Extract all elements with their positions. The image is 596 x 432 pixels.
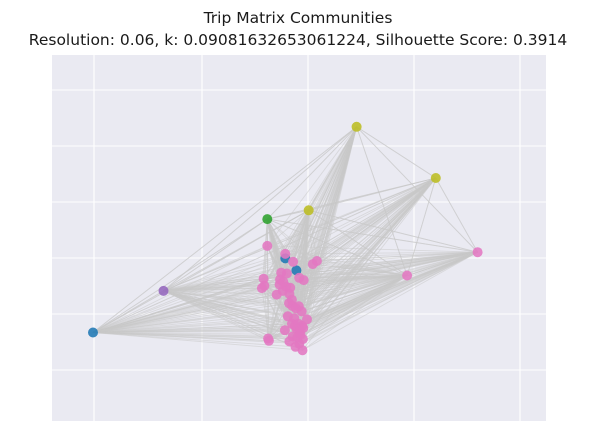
- edge-558: [261, 288, 270, 341]
- edge-346: [285, 251, 478, 255]
- edge-392: [92, 275, 408, 333]
- node-pink-16: [281, 268, 292, 279]
- node-olive-7: [430, 173, 441, 183]
- edge-398: [356, 126, 408, 276]
- edge-444: [295, 275, 408, 348]
- edge-113: [163, 218, 268, 292]
- edge-338: [267, 218, 478, 253]
- edge-474: [266, 245, 269, 339]
- node-pink-56: [263, 335, 274, 346]
- edge-226: [266, 126, 357, 220]
- chart-title: Trip Matrix Communities: [203, 9, 393, 27]
- edge-345: [267, 245, 478, 253]
- edge-285: [308, 177, 436, 211]
- edge-303: [279, 177, 437, 285]
- edge-105: [163, 290, 304, 340]
- edge-343: [435, 177, 478, 253]
- edge-397: [308, 209, 408, 276]
- edge-109: [163, 290, 303, 351]
- edge-280: [92, 177, 436, 333]
- edge-588: [268, 290, 284, 341]
- node-pink-18: [298, 275, 309, 286]
- edge-405: [316, 260, 408, 276]
- edge-289: [267, 177, 436, 247]
- edge-341: [308, 209, 478, 253]
- edge-348: [312, 251, 478, 265]
- edge-428: [294, 275, 408, 319]
- edge-388: [295, 251, 478, 348]
- chart-subtitle: Resolution: 0.06, k: 0.09081632653061224…: [29, 31, 567, 49]
- edge-281: [163, 177, 436, 292]
- node-green-2: [262, 214, 273, 225]
- node-pink-10: [262, 240, 273, 251]
- edge-418: [290, 275, 408, 289]
- edge-425: [298, 275, 408, 307]
- node-layer: [88, 121, 483, 356]
- edge-45: [92, 329, 285, 333]
- edge-386: [289, 251, 478, 342]
- edge-34: [92, 310, 302, 333]
- edge-233: [266, 126, 357, 247]
- edge-242: [263, 126, 357, 279]
- edge-55: [92, 332, 269, 342]
- edge-112: [92, 218, 268, 333]
- edge-286: [356, 126, 437, 179]
- node-pink-12: [288, 256, 299, 267]
- edge-394: [267, 218, 408, 276]
- node-pink-46: [279, 325, 290, 336]
- edge-52: [92, 332, 296, 348]
- node-pink-54: [297, 345, 308, 356]
- edge-283: [285, 177, 437, 259]
- edge-84: [163, 290, 277, 296]
- edge-224: [92, 126, 357, 333]
- edge-399: [406, 177, 437, 276]
- node-olive-6: [351, 121, 362, 132]
- edge-445: [302, 275, 408, 351]
- node-olive-5: [303, 205, 314, 216]
- edge-328: [300, 177, 437, 335]
- edge-30: [92, 302, 290, 333]
- edge-225: [163, 126, 357, 292]
- node-pink-29: [271, 289, 282, 300]
- edge-104: [163, 290, 301, 335]
- node-pink-21: [256, 283, 267, 294]
- node-pink-35: [296, 306, 307, 317]
- edge-401: [267, 245, 408, 276]
- edge-169: [163, 209, 309, 292]
- edge-442: [289, 275, 408, 342]
- edge-613: [268, 302, 290, 342]
- edge-290: [285, 177, 437, 255]
- node-pink-14: [311, 256, 322, 266]
- node-purple-1: [158, 285, 169, 296]
- edge-404: [312, 263, 408, 276]
- edge-111: [163, 290, 270, 342]
- edge-53: [92, 332, 303, 351]
- edge-26: [92, 287, 291, 333]
- edge-357: [279, 251, 478, 280]
- edge-349: [316, 251, 478, 262]
- edge-342: [356, 126, 478, 253]
- node-pink-9: [402, 270, 413, 281]
- edge-400: [406, 251, 478, 276]
- node-pink-8: [472, 247, 483, 258]
- edge-85: [163, 290, 292, 301]
- edge-389: [302, 251, 478, 351]
- node-blue-0: [88, 327, 98, 338]
- node-pink-11: [280, 248, 291, 259]
